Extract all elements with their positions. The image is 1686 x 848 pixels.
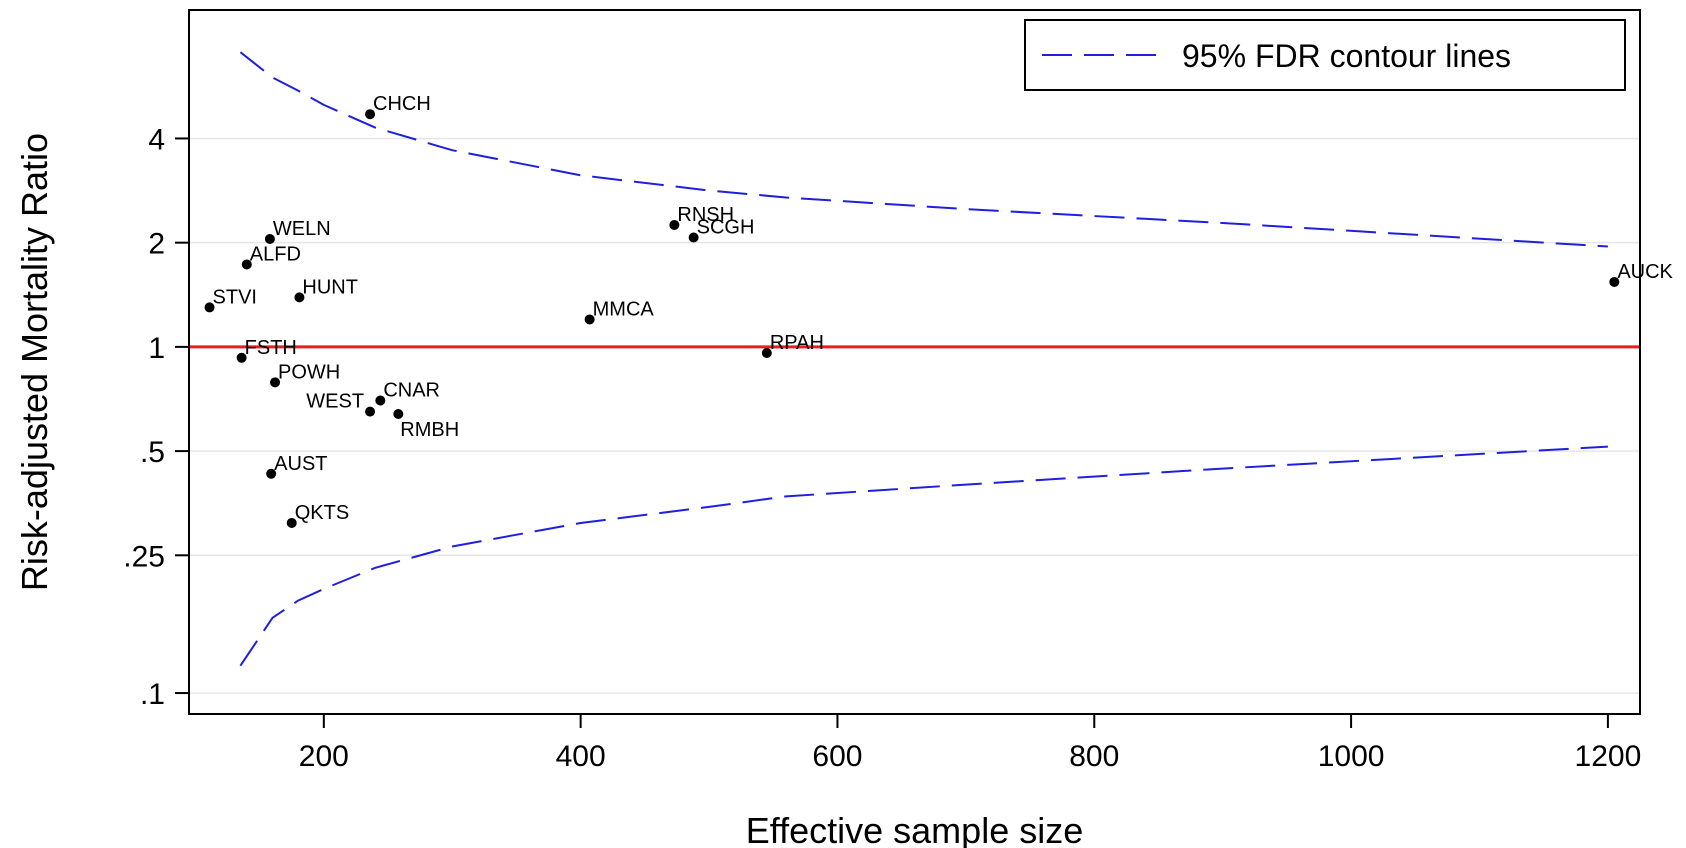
point-label: SCGH: [697, 216, 755, 238]
point-label: STVI: [213, 286, 257, 308]
point-label: POWH: [278, 361, 340, 383]
data-point: [375, 395, 386, 406]
data-point: [365, 406, 376, 417]
point-label: AUCK: [1617, 261, 1673, 283]
y-axis: .1 .25 .5 1 2 4: [123, 123, 189, 711]
legend-entry-contour: 95% FDR contour lines: [1182, 38, 1511, 74]
data-point: [270, 377, 281, 388]
point-label: FSTH: [245, 337, 297, 359]
contour-lines-layer: [239, 51, 1608, 667]
data-point: [1609, 276, 1620, 287]
legend-box: [1024, 19, 1626, 91]
point-label: HUNT: [302, 276, 358, 298]
data-point: [669, 219, 680, 230]
data-point: [266, 468, 277, 479]
data-point: [264, 233, 275, 244]
data-point: [204, 302, 215, 313]
y-tick-label: .25: [123, 540, 165, 573]
x-tick-label: 1000: [1318, 740, 1385, 773]
point-label: MMCA: [593, 298, 655, 320]
x-tick-label: 200: [299, 740, 349, 773]
data-point: [365, 109, 376, 120]
x-tick-label: 400: [556, 740, 606, 773]
point-label: RMBH: [400, 419, 459, 441]
data-point: [584, 314, 595, 325]
x-axis-label: Effective sample size: [746, 810, 1083, 848]
x-axis: 200 400 600 800 1000 1200: [299, 714, 1641, 773]
point-label: RPAH: [770, 332, 824, 354]
grid-lines: [189, 137, 1640, 694]
point-label: CHCH: [373, 93, 431, 115]
y-tick-label: .1: [140, 678, 165, 711]
legend: 95% FDR contour lines: [1024, 19, 1626, 91]
data-point: [286, 517, 297, 528]
point-label: WELN: [273, 218, 331, 240]
point-label: QKTS: [295, 502, 349, 524]
x-tick-label: 600: [812, 740, 862, 773]
data-point: [688, 232, 699, 243]
y-tick-label: 4: [148, 123, 165, 156]
y-tick-label: 2: [148, 228, 165, 261]
point-label: WEST: [306, 391, 364, 413]
plot-frame: [188, 9, 1641, 715]
point-label: CNAR: [383, 380, 440, 402]
y-axis-label: Risk-adjusted Mortality Ratio: [14, 133, 55, 591]
point-label: ALFD: [250, 243, 301, 265]
y-tick-label: 1: [148, 332, 165, 365]
data-point: [294, 292, 305, 303]
contour-line-lower: [239, 445, 1608, 667]
data-point: [761, 348, 772, 359]
data-point: [393, 408, 404, 419]
point-label: RNSH: [677, 204, 734, 226]
data-point: [241, 259, 252, 270]
point-label: AUST: [274, 453, 327, 475]
x-tick-label: 1200: [1575, 740, 1642, 773]
y-tick-label: .5: [140, 436, 165, 469]
contour-line-upper: [239, 51, 1608, 248]
x-tick-label: 800: [1069, 740, 1119, 773]
data-point: [236, 352, 247, 363]
